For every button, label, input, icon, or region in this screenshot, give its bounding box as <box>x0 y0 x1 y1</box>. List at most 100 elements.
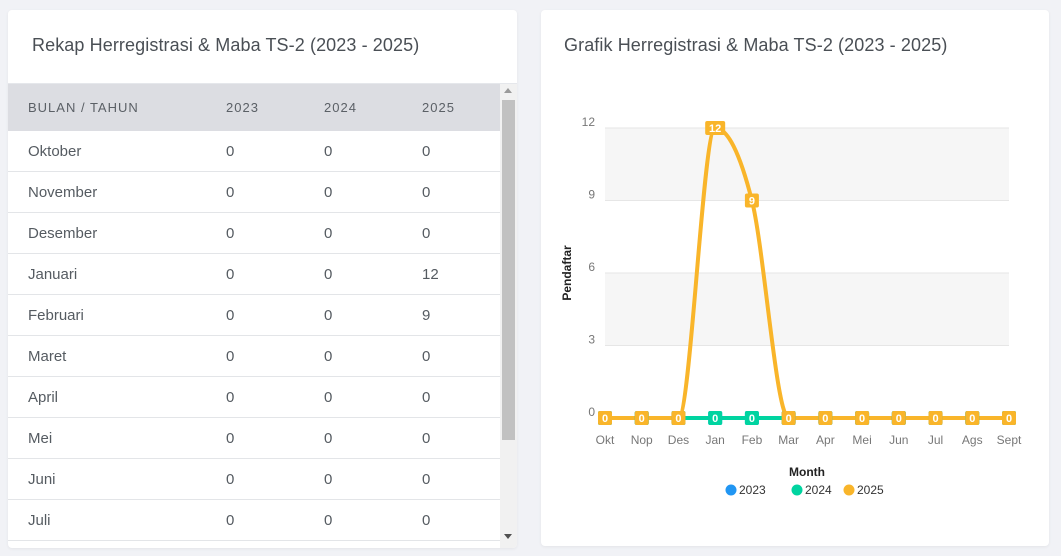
table-row: April 0 0 0 <box>8 376 500 418</box>
recap-table-title: Rekap Herregistrasi & Maba TS-2 (2023 - … <box>32 35 420 55</box>
x-tick-label: Nop <box>631 433 653 447</box>
table-cell-value: 0 <box>226 171 324 213</box>
y-tick-label: 3 <box>588 333 595 347</box>
data-label-text: 12 <box>709 123 721 135</box>
table-cell-month: Oktober <box>8 131 226 172</box>
table-row: Januari 0 0 12 <box>8 253 500 295</box>
data-label-bg <box>671 411 686 425</box>
data-label: 0 <box>1002 411 1016 425</box>
data-label: 9 <box>744 193 759 208</box>
data-label: 0 <box>598 411 612 425</box>
data-label: 12 <box>705 121 726 135</box>
table-cell-value: 0 <box>422 417 500 459</box>
recap-table-card: Rekap Herregistrasi & Maba TS-2 (2023 - … <box>8 10 517 548</box>
chart-card-title: Grafik Herregistrasi & Maba TS-2 (2023 -… <box>564 35 948 55</box>
table-cell-value: 0 <box>226 212 324 254</box>
table-cell-value: 0 <box>324 335 422 377</box>
table-cell-value: 0 <box>422 499 500 541</box>
data-label-text: 0 <box>896 413 902 425</box>
table-row: November 0 0 0 <box>8 171 500 213</box>
scroll-up-arrow-icon[interactable] <box>504 88 512 93</box>
data-label: 0 <box>708 411 723 425</box>
data-label: 0 <box>965 411 980 425</box>
data-label-bg <box>965 411 980 425</box>
table-cell-month: Desember <box>8 212 226 254</box>
data-label-bg <box>598 411 612 425</box>
table-cell-value: 0 <box>422 131 500 172</box>
table-cell-value: 0 <box>324 212 422 254</box>
legend-label: 2024 <box>805 483 832 497</box>
table-cell-month: Juni <box>8 458 226 500</box>
table-cell-value: 0 <box>226 417 324 459</box>
recap-table-scroll-area[interactable]: BULAN / TAHUN 2023 2024 2025 Oktober 0 0 0 N… <box>8 84 517 548</box>
table-cell-value: 0 <box>324 376 422 418</box>
table-cell-value: 0 <box>324 171 422 213</box>
data-label-bg <box>634 411 649 425</box>
data-label: 0 <box>781 411 796 425</box>
table-row: Februari 0 0 9 <box>8 294 500 336</box>
legend-label: 2025 <box>857 483 884 497</box>
table-cell-value: 0 <box>422 376 500 418</box>
table-cell-value: 0 <box>226 335 324 377</box>
legend-marker-2025 <box>843 484 855 496</box>
x-tick-label: Jan <box>706 433 725 447</box>
data-label-text: 0 <box>602 413 608 425</box>
data-label-text: 0 <box>932 413 938 425</box>
table-cell-value: 0 <box>226 131 324 172</box>
table-cell-value: 0 <box>324 499 422 541</box>
table-cell-value: 0 <box>226 376 324 418</box>
table-scrollbar[interactable] <box>500 84 517 548</box>
legend-marker-2023 <box>725 484 737 496</box>
data-label: 0 <box>928 411 943 425</box>
data-label-text: 0 <box>822 413 828 425</box>
data-label-bg <box>744 411 759 425</box>
data-label-text: 0 <box>749 413 755 425</box>
legend-marker-2024 <box>791 484 803 496</box>
y-tick-label: 6 <box>588 260 595 274</box>
data-label: 0 <box>671 411 686 425</box>
data-label-text: 0 <box>712 413 718 425</box>
x-tick-label: Ags <box>962 433 983 447</box>
x-axis-title: Month <box>789 465 825 479</box>
data-label-text: 0 <box>859 413 865 425</box>
table-cell-value: 0 <box>422 335 500 377</box>
table-cell-month: Februari <box>8 294 226 336</box>
y-tick-label: 12 <box>582 115 596 129</box>
x-tick-label: Feb <box>742 433 763 447</box>
data-label-text: 0 <box>639 413 645 425</box>
table-row: Mei 0 0 0 <box>8 417 500 459</box>
data-label: 0 <box>891 411 906 425</box>
table-cell-value: 0 <box>422 212 500 254</box>
legend-label: 2023 <box>739 483 766 497</box>
x-tick-label: Okt <box>596 433 615 447</box>
x-tick-label: Jun <box>889 433 908 447</box>
y-axis-title: Pendaftar <box>560 245 574 301</box>
table-cell-value: 9 <box>422 294 500 336</box>
table-cell-month: Mei <box>8 417 226 459</box>
data-label-bg <box>818 411 833 425</box>
scrollbar-thumb[interactable] <box>502 100 515 440</box>
table-row: Maret 0 0 0 <box>8 335 500 377</box>
table-cell-value: 0 <box>226 253 324 295</box>
data-label-bg <box>891 411 906 425</box>
table-cell-value: 0 <box>324 294 422 336</box>
table-cell-month: April <box>8 376 226 418</box>
x-tick-label: Sept <box>997 433 1022 447</box>
column-header-2025: 2025 <box>422 84 500 131</box>
data-label-bg <box>1002 411 1016 425</box>
table-row: Juli 0 0 0 <box>8 499 500 541</box>
grid-band <box>605 273 1009 346</box>
table-row: Oktober 0 0 0 <box>8 131 500 172</box>
data-label-text: 0 <box>786 413 792 425</box>
table-cell-month: Januari <box>8 253 226 295</box>
title-divider <box>8 83 517 84</box>
data-label-text: 0 <box>969 413 975 425</box>
scroll-down-arrow-icon[interactable] <box>504 534 512 539</box>
table-row: Desember 0 0 0 <box>8 212 500 254</box>
data-label-text: 9 <box>749 196 755 208</box>
data-label-bg <box>708 411 723 425</box>
data-label: 0 <box>818 411 833 425</box>
x-tick-label: Apr <box>816 433 835 447</box>
table-row: Juni 0 0 0 <box>8 458 500 500</box>
line-chart: 0 3 6 9 12 Okt Nop Des Jan Feb Mar Apr Mei Jun Jul Ags S… <box>560 115 1022 497</box>
